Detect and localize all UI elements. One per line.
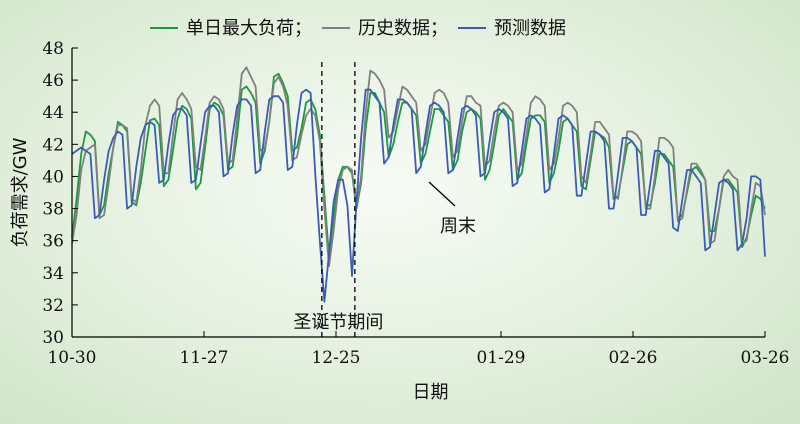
y-tick-label: 30 [42, 328, 64, 348]
x-tick-label: 11-27 [179, 348, 228, 368]
legend-label-1: 单日最大负荷； [186, 18, 312, 39]
x-axis-title: 日期 [413, 382, 449, 403]
series-line-3 [71, 88, 766, 303]
y-tick-label: 38 [42, 200, 64, 220]
series-layer [71, 66, 766, 303]
y-tick-label: 46 [42, 71, 64, 91]
y-tick-label: 48 [42, 39, 64, 59]
y-tick-label: 40 [42, 167, 64, 187]
x-tick-label: 10-30 [47, 348, 96, 368]
annotation-layer: 圣诞节期间 周末 [293, 62, 476, 337]
x-tick-label: 03-26 [740, 348, 789, 368]
series-line-2 [71, 66, 766, 268]
y-tick-label: 44 [42, 103, 64, 123]
weekend-pointer-line [428, 181, 456, 207]
series-line-1 [71, 72, 766, 258]
y-axis-title: 负荷需求/GW [10, 137, 31, 247]
x-tick-label: 02-26 [608, 348, 657, 368]
y-tick-label: 42 [42, 135, 64, 155]
x-tick-label: 01-29 [476, 348, 525, 368]
y-tick-label: 32 [42, 296, 64, 316]
legend-label-2: 历史数据； [358, 18, 448, 39]
holiday-period-label: 圣诞节期间 [293, 312, 383, 333]
axes-layer: 30 32 34 36 38 40 42 44 46 48 10-30 11-27 12-25 01-29… [10, 39, 790, 403]
y-tick-label: 34 [42, 264, 64, 284]
y-tick-label: 36 [42, 232, 64, 252]
legend: 单日最大负荷； 历史数据； 预测数据 [150, 18, 566, 39]
x-tick-label: 12-25 [311, 348, 360, 368]
legend-label-3: 预测数据 [494, 18, 566, 39]
weekend-label: 周末 [440, 216, 476, 237]
